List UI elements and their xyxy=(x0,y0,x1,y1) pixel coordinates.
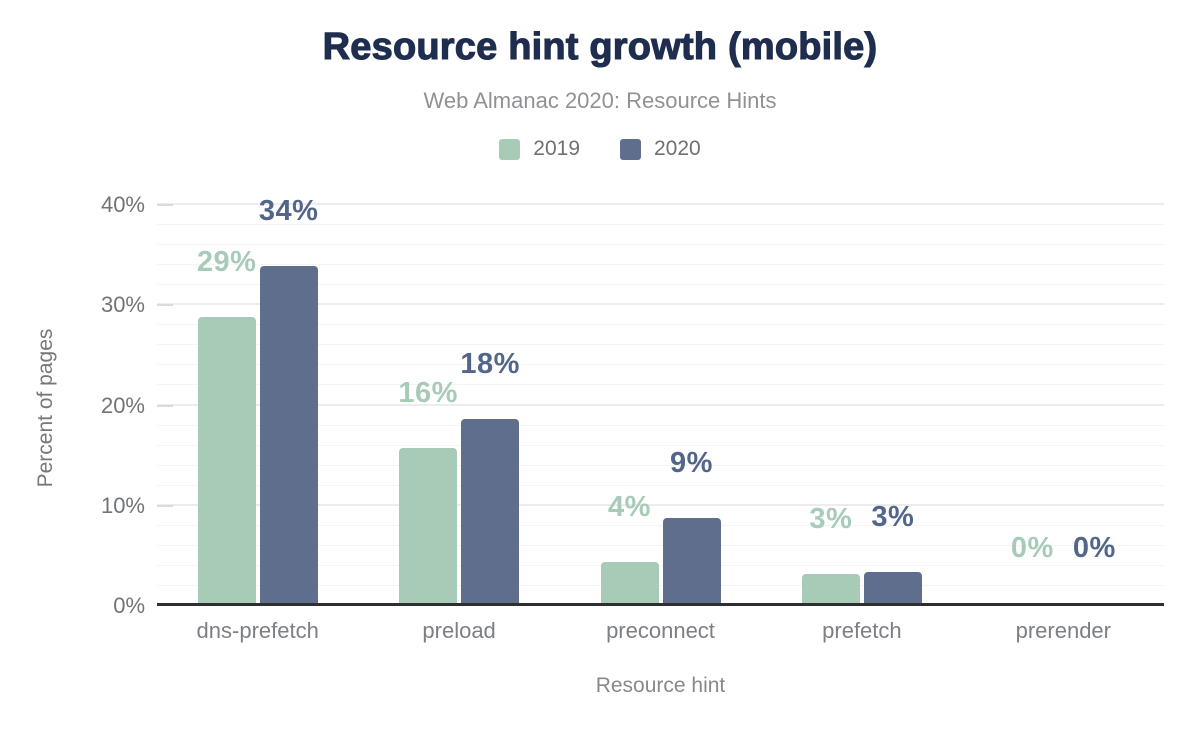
y-tick-label: 10% xyxy=(100,492,145,518)
data-label-2019-prerender: 0% xyxy=(1010,532,1054,564)
minor-gridline xyxy=(157,564,1164,566)
minor-gridline xyxy=(157,524,1164,526)
legend-swatch-2019-icon xyxy=(499,138,521,160)
legend-item-2019[interactable]: 2019 xyxy=(499,137,580,161)
y-axis-tick-mark xyxy=(157,504,173,507)
data-label-2020-dns-prefetch: 34% xyxy=(258,195,319,228)
minor-gridline xyxy=(157,244,1164,246)
bar-2020-prefetch[interactable] xyxy=(863,571,922,603)
chart-subtitle: Web Almanac 2020: Resource Hints xyxy=(423,88,777,113)
bar-2019-preload[interactable] xyxy=(399,447,458,603)
major-gridline xyxy=(157,503,1164,506)
bar-2019-preconnect[interactable] xyxy=(600,561,659,603)
data-label-2019-preconnect: 4% xyxy=(608,490,651,523)
chart-title: Resource hint growth (mobile) xyxy=(322,25,878,68)
minor-gridline xyxy=(157,364,1164,366)
data-label-2020-prerender: 0% xyxy=(1072,532,1116,564)
x-tick-label-prefetch: prefetch xyxy=(822,618,902,643)
minor-gridline xyxy=(157,344,1164,346)
y-axis-tick-mark xyxy=(157,204,173,206)
x-tick-label-preload: preload xyxy=(422,618,496,643)
legend-item-2020[interactable]: 2020 xyxy=(620,137,701,161)
minor-gridline xyxy=(157,384,1164,386)
y-tick-label: 40% xyxy=(100,192,145,217)
x-axis-title: Resource hint xyxy=(595,674,726,697)
minor-gridline xyxy=(157,284,1164,286)
data-label-2020-preconnect: 9% xyxy=(670,446,713,479)
data-label-2020-preload: 18% xyxy=(460,347,520,380)
data-label-2019-dns-prefetch: 29% xyxy=(196,246,257,279)
major-gridline xyxy=(157,303,1164,306)
minor-gridline xyxy=(157,464,1164,466)
bar-2019-dns-prefetch[interactable] xyxy=(197,317,256,603)
major-gridline xyxy=(157,403,1164,406)
legend-swatch-2020-icon xyxy=(620,138,641,160)
y-tick-label: 30% xyxy=(100,292,145,318)
minor-gridline xyxy=(157,424,1164,426)
y-tick-label: 0% xyxy=(113,593,145,618)
minor-gridline xyxy=(157,264,1164,266)
bar-2019-prefetch[interactable] xyxy=(801,573,860,603)
y-axis-tick-labels: 0% 10% 20% 30% 40% xyxy=(0,192,147,618)
x-tick-label-prerender: prerender xyxy=(1015,618,1111,643)
minor-gridline xyxy=(157,544,1164,546)
data-label-2020-prefetch: 3% xyxy=(871,500,915,533)
bar-2020-preconnect[interactable] xyxy=(662,517,721,603)
x-axis-tick-labels: dns-prefetch preload preconnect prefetch pre… xyxy=(157,618,1164,650)
minor-gridline xyxy=(157,324,1164,326)
plot-area: 29% 16% 4% 3% 0% 34% 18% 9% 3% 0% xyxy=(157,195,1164,606)
y-axis-tick-mark xyxy=(157,304,173,307)
bar-2020-preload[interactable] xyxy=(461,418,520,603)
y-tick-label: 20% xyxy=(100,392,145,418)
minor-gridline xyxy=(157,584,1164,586)
minor-gridline xyxy=(157,484,1164,486)
x-tick-label-dns-prefetch: dns-prefetch xyxy=(196,618,319,643)
legend-label-2019: 2019 xyxy=(533,137,580,160)
major-gridline xyxy=(157,203,1164,205)
data-label-2019-preload: 16% xyxy=(398,376,458,409)
bar-2020-dns-prefetch[interactable] xyxy=(259,266,318,603)
y-axis-tick-mark xyxy=(157,404,173,407)
minor-gridline xyxy=(157,444,1164,446)
x-tick-label-preconnect: preconnect xyxy=(606,618,715,643)
data-label-2019-prefetch: 3% xyxy=(809,502,853,535)
x-axis-line xyxy=(157,603,1164,606)
legend-label-2020: 2020 xyxy=(654,137,701,160)
legend: 2019 2020 xyxy=(0,137,1200,161)
minor-gridline xyxy=(157,224,1164,226)
